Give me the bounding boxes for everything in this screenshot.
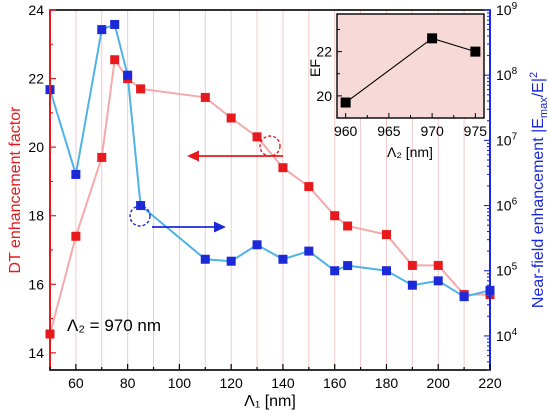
x-axis-ticks: 60 80 100 120 140 160 180 200 220 — [49, 364, 502, 391]
right-tick-label: 105 — [496, 262, 518, 279]
right-tick-base: 10 — [496, 67, 512, 83]
right-tick-base: 10 — [496, 132, 512, 148]
x-tick-label: 100 — [168, 375, 192, 391]
dt-point — [304, 182, 314, 192]
right-tick-exp: 9 — [512, 1, 518, 12]
right-tick-label: 107 — [496, 131, 518, 148]
near-field-point — [433, 276, 443, 286]
right-axis-label-sub: max — [538, 97, 550, 118]
inset-x-tick-label: 960 — [334, 123, 358, 139]
right-tick-base: 10 — [496, 263, 512, 279]
near-field-point — [381, 266, 391, 276]
right-axis-label-sup: 2 — [528, 72, 540, 78]
dt-point — [407, 260, 417, 270]
x-tick-label: 180 — [375, 375, 399, 391]
left-axis-ticks: 14 16 18 20 22 24 — [28, 2, 56, 361]
dt-point — [136, 84, 146, 94]
right-tick-exp: 4 — [512, 327, 518, 338]
inset-x-ticks: 960 965 970 975 — [334, 113, 487, 139]
right-tick-label: 104 — [496, 327, 518, 344]
near-field-point — [343, 261, 353, 271]
near-field-point — [304, 246, 314, 256]
dt-point — [97, 152, 107, 162]
inset-series-markers — [340, 33, 481, 108]
right-tick-base: 10 — [496, 198, 512, 214]
dt-point — [200, 92, 210, 102]
right-tick-base: 10 — [496, 2, 512, 18]
x-tick-label: 220 — [478, 375, 502, 391]
inset-y-axis-label: EF — [307, 59, 323, 77]
dt-point — [330, 211, 340, 221]
right-tick-label: 108 — [496, 66, 518, 83]
near-field-point — [226, 256, 236, 266]
near-field-point — [97, 25, 107, 35]
left-tick-label: 16 — [28, 276, 44, 292]
dt-point — [343, 221, 353, 231]
dt-point — [226, 113, 236, 123]
right-axis-label: Near-field enhancement |Emax/E|2 — [528, 72, 550, 308]
near-field-point — [200, 254, 210, 264]
inset-point — [470, 46, 481, 57]
right-tick-label: 106 — [496, 197, 518, 214]
dt-point — [433, 260, 443, 270]
left-tick-label: 18 — [28, 208, 44, 224]
left-tick-label: 20 — [28, 139, 44, 155]
right-tick-exp: 8 — [512, 66, 518, 77]
near-field-point — [330, 266, 340, 276]
inset-x-axis-label: Λ₂ [nm] — [387, 144, 433, 160]
right-axis-label-text: Near-field enhancement |E — [530, 118, 547, 308]
near-field-highlight-circle — [129, 205, 151, 227]
near-field-point — [459, 292, 469, 302]
dt-point — [278, 163, 288, 173]
right-tick-base: 10 — [496, 328, 512, 344]
near-field-point — [71, 169, 81, 179]
inset-x-tick-label: 975 — [464, 123, 488, 139]
right-tick-exp: 7 — [512, 131, 518, 142]
right-tick-label: 109 — [496, 1, 518, 18]
dt-point — [110, 55, 120, 65]
lambda2-annotation: Λ₂ = 970 nm — [67, 316, 161, 335]
x-axis-label: Λ₁ [nm] — [244, 393, 296, 410]
x-tick-label: 200 — [427, 375, 451, 391]
x-tick-label: 80 — [120, 375, 136, 391]
near-field-point — [123, 70, 133, 80]
left-axis-label: DT enhancement factor — [7, 106, 24, 274]
inset-x-tick-label: 965 — [377, 123, 401, 139]
near-field-point — [110, 19, 120, 29]
dt-point — [252, 132, 262, 142]
right-axis-label-slash: /E| — [530, 78, 547, 97]
near-field-axis-arrow — [129, 205, 226, 233]
right-tick-exp: 5 — [512, 262, 518, 273]
x-tick-label: 120 — [219, 375, 243, 391]
left-tick-label: 24 — [28, 2, 44, 18]
near-field-point — [407, 280, 417, 290]
inset-y-tick-label: 22 — [316, 44, 332, 60]
inset-background — [336, 13, 485, 119]
x-tick-label: 60 — [68, 375, 84, 391]
inset-y-tick-label: 20 — [316, 88, 332, 104]
inset-point — [340, 97, 351, 108]
near-field-point — [278, 254, 288, 264]
dt-point — [71, 231, 81, 241]
left-axis-line — [49, 10, 51, 370]
dt-axis-arrow — [187, 135, 283, 162]
right-axis-line — [489, 10, 491, 370]
left-tick-label: 22 — [28, 71, 44, 87]
inset-x-tick-label: 970 — [420, 123, 444, 139]
right-tick-exp: 6 — [512, 197, 518, 208]
dt-point — [381, 230, 391, 240]
near-field-point — [252, 240, 262, 250]
inset-point — [427, 33, 438, 44]
x-tick-label: 160 — [323, 375, 347, 391]
left-tick-label: 14 — [28, 345, 44, 361]
dt-highlight-circle — [259, 135, 281, 157]
x-tick-label: 140 — [271, 375, 295, 391]
